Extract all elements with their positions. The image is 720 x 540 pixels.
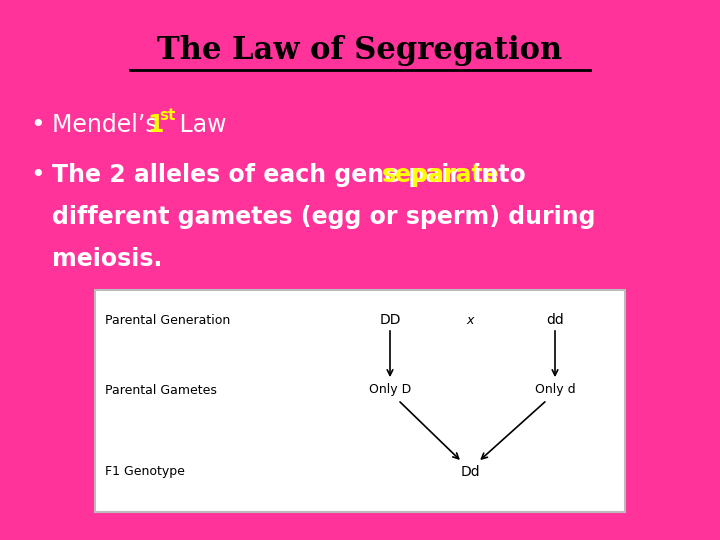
Text: different gametes (egg or sperm) during: different gametes (egg or sperm) during (52, 205, 595, 229)
FancyBboxPatch shape (95, 290, 625, 512)
Text: x: x (467, 314, 474, 327)
Text: The Law of Segregation: The Law of Segregation (158, 35, 562, 66)
Text: F1 Genotype: F1 Genotype (105, 465, 185, 478)
Text: Parental Generation: Parental Generation (105, 314, 230, 327)
Text: separate: separate (382, 163, 500, 187)
Text: Mendel’s: Mendel’s (52, 113, 166, 137)
Text: •: • (30, 113, 45, 137)
Text: Dd: Dd (460, 465, 480, 479)
Text: The 2 alleles of each gene pair: The 2 alleles of each gene pair (52, 163, 469, 187)
Text: Only d: Only d (535, 383, 575, 396)
Text: meiosis.: meiosis. (52, 247, 163, 271)
Text: st: st (159, 109, 176, 124)
Text: Only D: Only D (369, 383, 411, 396)
Text: Law: Law (172, 113, 227, 137)
Text: •: • (30, 163, 45, 187)
Text: Parental Gametes: Parental Gametes (105, 383, 217, 396)
Text: dd: dd (546, 313, 564, 327)
Text: into: into (465, 163, 526, 187)
Text: DD: DD (379, 313, 401, 327)
Text: 1: 1 (147, 113, 163, 137)
